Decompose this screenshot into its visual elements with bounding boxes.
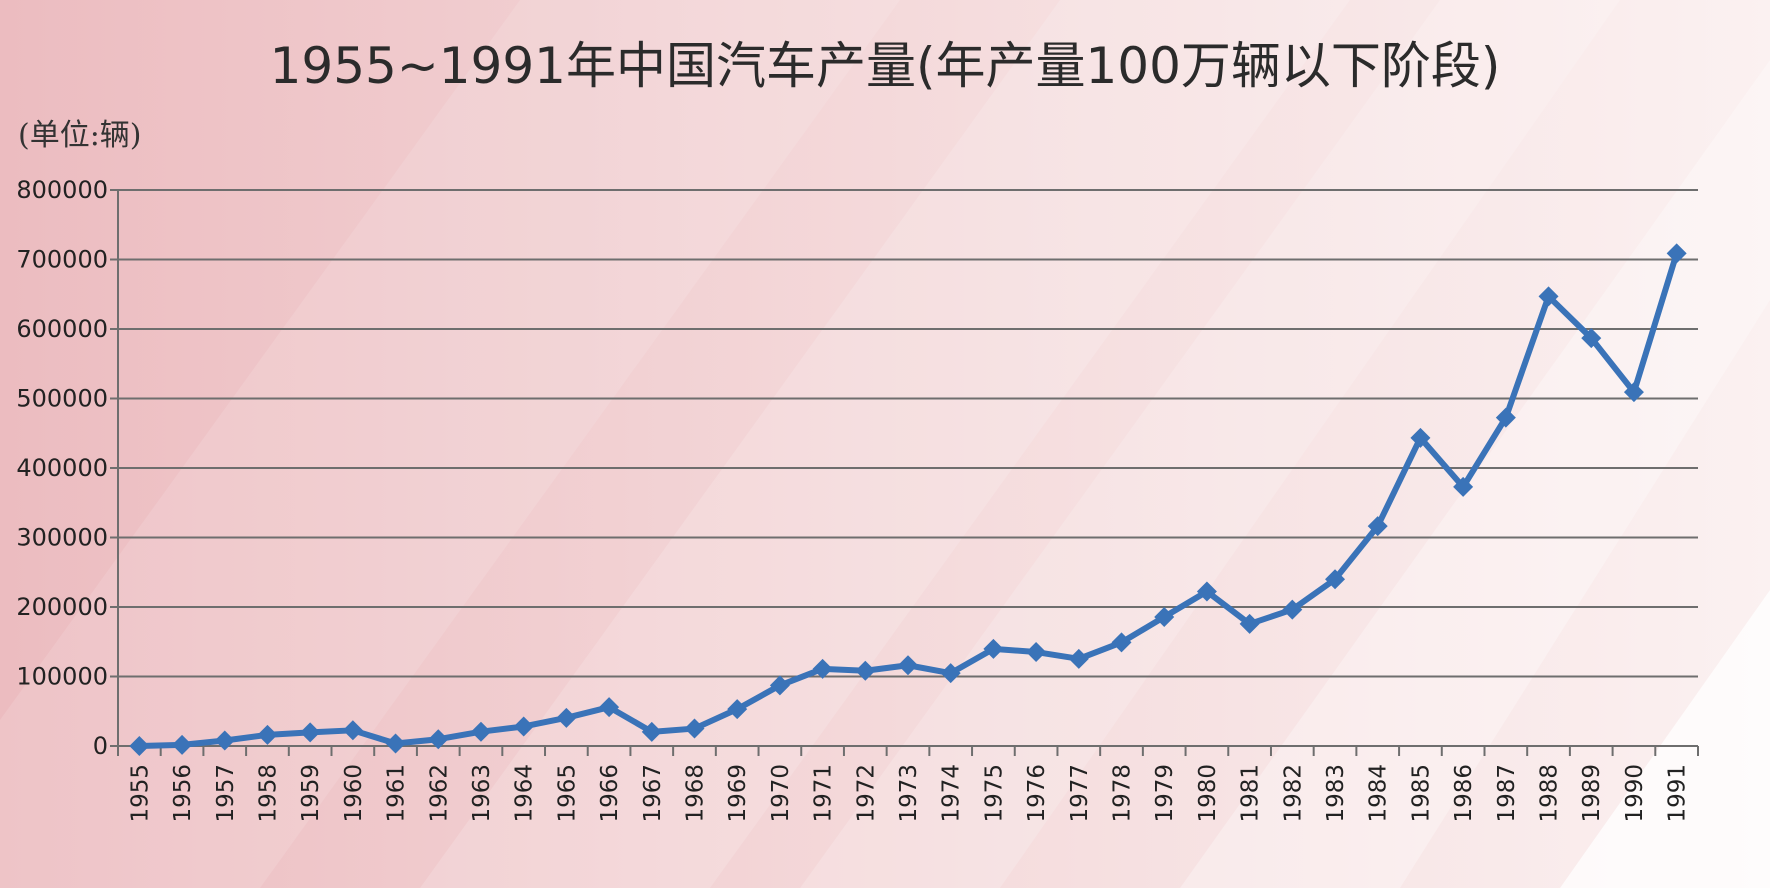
x-tick-label: 1959 bbox=[298, 764, 324, 823]
data-point-marker bbox=[1026, 642, 1047, 663]
data-point-marker bbox=[172, 734, 193, 755]
x-tick-label: 1986 bbox=[1451, 764, 1477, 823]
x-tick-label: 1979 bbox=[1152, 764, 1178, 823]
data-point-marker bbox=[1410, 427, 1431, 448]
data-point-marker bbox=[556, 707, 577, 728]
data-point-marker bbox=[898, 655, 918, 676]
x-tick-label: 1960 bbox=[341, 764, 367, 823]
data-point-marker bbox=[641, 721, 662, 742]
y-tick-label: 400000 bbox=[16, 454, 108, 482]
x-tick-label: 1971 bbox=[811, 764, 837, 823]
data-point-marker bbox=[513, 716, 534, 737]
x-tick-label: 1990 bbox=[1622, 764, 1648, 823]
data-point-marker bbox=[1538, 286, 1559, 307]
x-tick-label: 1958 bbox=[255, 764, 281, 823]
y-tick-label: 200000 bbox=[16, 593, 108, 621]
data-point-marker bbox=[1495, 407, 1516, 428]
x-tick-label: 1969 bbox=[725, 764, 751, 823]
data-point-marker bbox=[1453, 476, 1474, 497]
data-point-marker bbox=[1666, 243, 1687, 264]
x-tick-label: 1980 bbox=[1195, 764, 1221, 823]
y-tick-label: 500000 bbox=[16, 385, 108, 413]
data-point-marker bbox=[129, 735, 150, 756]
x-tick-label: 1968 bbox=[682, 764, 708, 823]
x-tick-label: 1984 bbox=[1366, 764, 1392, 823]
data-point-marker bbox=[1581, 328, 1602, 349]
data-point-marker bbox=[684, 718, 705, 739]
data-point-marker bbox=[1325, 569, 1346, 590]
data-point-marker bbox=[214, 730, 235, 751]
data-point-marker bbox=[300, 722, 321, 743]
x-tick-label: 1961 bbox=[384, 764, 410, 823]
series-layer bbox=[129, 243, 1687, 756]
y-tick-label: 600000 bbox=[16, 315, 108, 343]
data-point-marker bbox=[769, 675, 790, 696]
y-tick-label: 800000 bbox=[16, 176, 108, 204]
data-point-marker bbox=[1282, 599, 1303, 620]
data-point-marker bbox=[428, 729, 449, 750]
data-point-marker bbox=[342, 720, 363, 741]
chart-title: 1955~1991年中国汽车产量(年产量100万辆以下阶段) bbox=[269, 37, 1501, 95]
x-tick-label: 1985 bbox=[1408, 764, 1434, 823]
y-axis-ticks: 0 100000 200000 300000 400000 500000 600000 700… bbox=[16, 176, 108, 760]
y-tick-label: 700000 bbox=[16, 246, 108, 274]
x-tick-label: 1964 bbox=[512, 764, 538, 823]
data-point-marker bbox=[257, 724, 278, 745]
gridlines bbox=[110, 189, 1698, 747]
x-tick-label: 1956 bbox=[170, 764, 196, 823]
x-tick-label: 1988 bbox=[1537, 764, 1563, 823]
x-axis-ticks: 1955 1956 1957 1958 1959 1960 1961 1962 1963 1964… bbox=[117, 746, 1699, 823]
x-tick-label: 1955 bbox=[127, 764, 153, 823]
y-tick-label: 100000 bbox=[16, 663, 108, 691]
data-point-marker bbox=[1196, 581, 1217, 602]
data-point-marker bbox=[1367, 516, 1388, 537]
x-tick-label: 1977 bbox=[1067, 764, 1093, 823]
x-tick-label: 1987 bbox=[1494, 764, 1520, 823]
x-tick-label: 1962 bbox=[426, 764, 452, 823]
data-point-marker bbox=[385, 733, 406, 754]
x-tick-label: 1978 bbox=[1110, 764, 1136, 823]
data-point-marker bbox=[1239, 613, 1260, 634]
data-point-marker bbox=[1111, 632, 1132, 653]
x-tick-label: 1966 bbox=[597, 764, 623, 823]
data-point-marker bbox=[940, 663, 961, 684]
x-tick-label: 1973 bbox=[896, 764, 922, 823]
unit-label: (单位:辆) bbox=[18, 118, 142, 153]
data-point-marker bbox=[855, 660, 876, 681]
x-tick-label: 1983 bbox=[1323, 764, 1349, 823]
data-point-marker bbox=[983, 638, 1004, 659]
data-point-marker bbox=[1154, 606, 1175, 627]
data-point-marker bbox=[599, 697, 620, 718]
x-tick-label: 1967 bbox=[640, 764, 666, 823]
x-tick-label: 1981 bbox=[1238, 764, 1264, 823]
data-point-marker bbox=[470, 721, 491, 742]
data-point-marker bbox=[1068, 648, 1089, 669]
y-tick-label: 300000 bbox=[16, 524, 108, 552]
x-tick-label: 1970 bbox=[768, 764, 794, 823]
x-tick-label: 1965 bbox=[554, 764, 580, 823]
data-point-marker bbox=[727, 699, 748, 720]
y-tick-label: 0 bbox=[93, 732, 108, 760]
x-tick-label: 1982 bbox=[1280, 764, 1306, 823]
data-point-marker bbox=[1623, 382, 1644, 403]
x-tick-label: 1974 bbox=[939, 764, 965, 823]
x-tick-label: 1972 bbox=[853, 764, 879, 823]
x-tick-label: 1963 bbox=[469, 764, 495, 823]
data-point-marker bbox=[812, 658, 833, 679]
x-tick-label: 1976 bbox=[1024, 764, 1050, 823]
x-tick-label: 1989 bbox=[1579, 764, 1605, 823]
x-tick-label: 1975 bbox=[981, 764, 1007, 823]
x-tick-label: 1957 bbox=[213, 764, 239, 823]
x-tick-label: 1991 bbox=[1665, 764, 1691, 823]
